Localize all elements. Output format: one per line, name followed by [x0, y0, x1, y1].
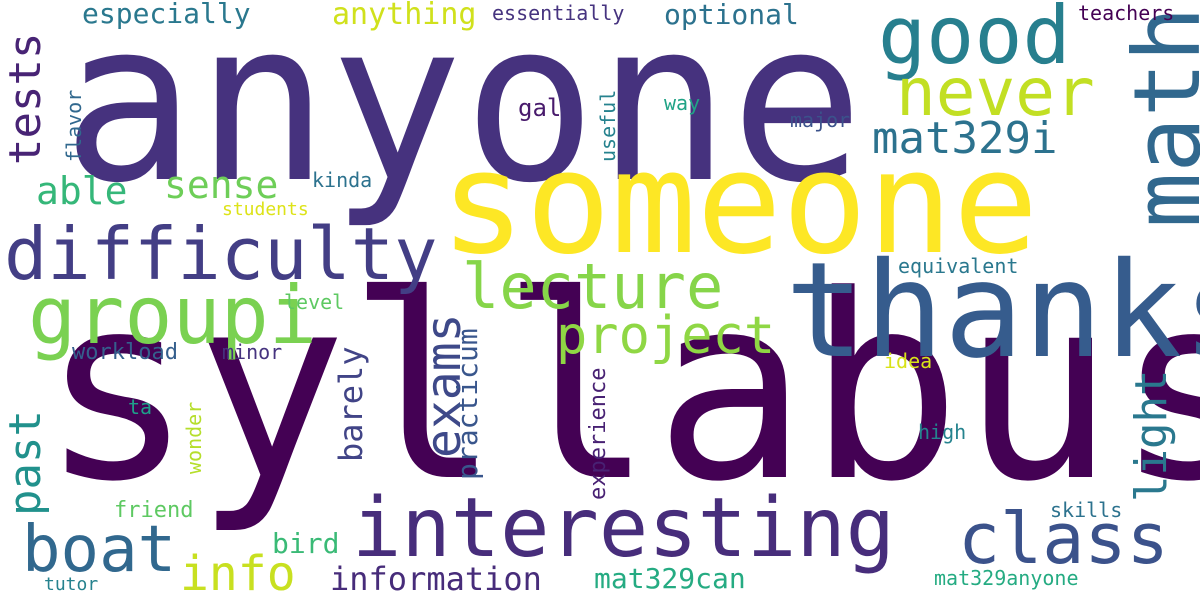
- word-able: able: [36, 169, 128, 213]
- word-flavor: flavor: [62, 89, 86, 162]
- word-especially: especially: [82, 0, 251, 30]
- word-mat329can: mat329can: [594, 562, 746, 595]
- word-level: level: [284, 290, 345, 314]
- word-groupi: groupi: [28, 269, 317, 362]
- word-useful: useful: [596, 89, 620, 162]
- word-class: class: [958, 498, 1169, 580]
- word-interesting: interesting: [352, 481, 896, 576]
- word-major: major: [790, 108, 851, 132]
- word-students: students: [222, 199, 309, 220]
- word-bird: bird: [272, 527, 340, 560]
- word-skills: skills: [1050, 498, 1123, 522]
- word-good: good: [878, 0, 1071, 82]
- word-equivalent: equivalent: [898, 254, 1019, 278]
- word-high: high: [918, 420, 967, 444]
- word-lecture: lecture: [462, 250, 724, 323]
- word-someone: someone: [440, 121, 1039, 286]
- word-info: info: [180, 546, 296, 600]
- word-essentially: essentially: [492, 1, 625, 25]
- word-workload: workload: [72, 340, 178, 365]
- word-mat329i: mat329i: [872, 113, 1058, 164]
- word-thanks: thanks: [785, 234, 1200, 388]
- word-boat: boat: [22, 513, 177, 587]
- word-gal: gal: [518, 94, 562, 122]
- word-light: light: [1126, 369, 1177, 502]
- word-math: math: [1114, 6, 1200, 228]
- word-syllabus: syllabus: [40, 241, 1200, 538]
- word-tests: tests: [0, 32, 51, 165]
- word-never: never: [896, 54, 1095, 131]
- word-kinda: kinda: [312, 168, 373, 192]
- word-idea: idea: [884, 349, 933, 373]
- word-way: way: [664, 91, 701, 115]
- word-minor: minor: [222, 340, 283, 364]
- word-difficulty: difficulty: [4, 212, 438, 296]
- word-past: past: [0, 410, 51, 516]
- word-optional: optional: [664, 0, 799, 31]
- word-teachers: teachers: [1078, 1, 1175, 25]
- word-wonder: wonder: [182, 401, 206, 474]
- word-mat329anyone: mat329anyone: [934, 566, 1079, 590]
- word-experience: experience: [586, 367, 611, 500]
- word-project: project: [556, 306, 776, 366]
- word-barely: barely: [332, 346, 370, 462]
- word-tutor: tutor: [44, 574, 99, 595]
- word-anyone: anyone: [62, 0, 864, 232]
- word-practicum: practicum: [451, 328, 484, 480]
- word-anything: anything: [332, 0, 477, 32]
- word-information: information: [330, 560, 542, 598]
- word-sense: sense: [164, 163, 279, 207]
- word-ta: ta: [128, 395, 153, 419]
- word-friend: friend: [114, 498, 194, 523]
